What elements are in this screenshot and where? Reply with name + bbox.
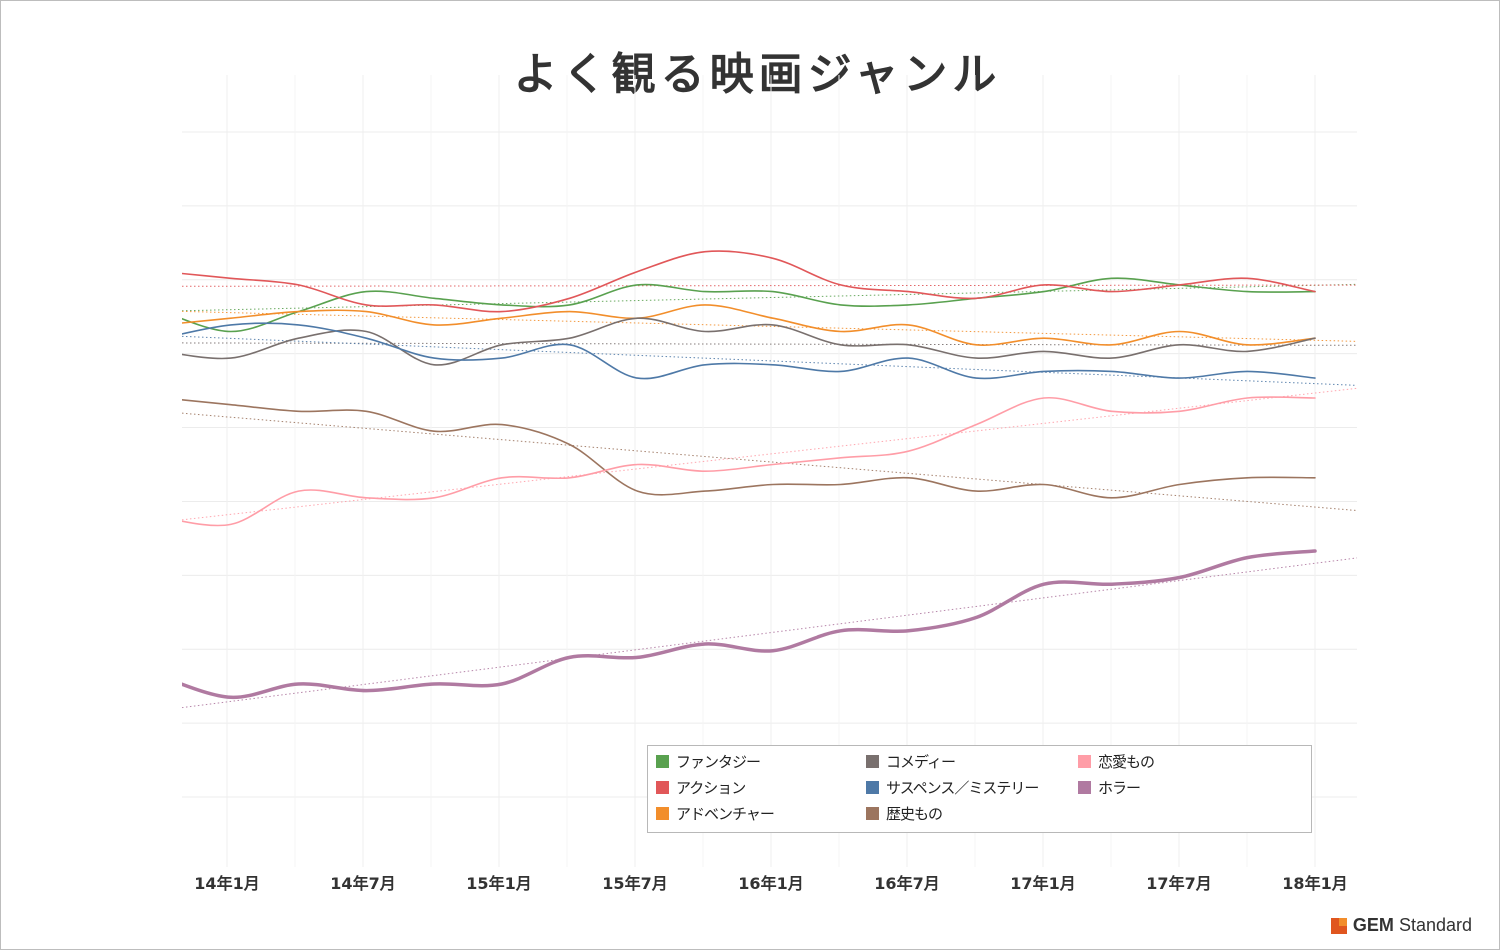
legend-label: ホラー [1098,779,1141,797]
x-tick-label: 16年1月 [738,874,803,893]
legend-label: アクション [676,779,746,797]
logo-strong-text: GEM [1352,915,1394,935]
x-tick-label: 17年7月 [1146,874,1211,893]
legend-item-7[interactable]: ホラー [1078,777,1141,798]
x-tick-label: 16年7月 [874,874,939,893]
legend-label: 恋愛もの [1098,753,1155,771]
legend-swatch-icon [1078,755,1091,768]
legend-item-1[interactable]: アクション [656,777,746,798]
series-line-6[interactable] [163,396,1316,527]
series-line-4[interactable] [163,322,1316,380]
legend-label: アドベンチャー [676,805,775,823]
legend-swatch-icon [1078,781,1091,794]
series-line-2[interactable] [163,304,1316,346]
legend-label: コメディー [886,753,956,771]
trendline-0 [181,283,1358,312]
legend-swatch-icon [656,755,669,768]
legend-item-6[interactable]: 恋愛もの [1078,751,1155,772]
x-tick-label: 14年1月 [194,874,259,893]
series-lines [163,250,1317,700]
gridlines [182,75,1357,867]
logo-mark-icon [1330,917,1347,934]
gem-standard-logo: GEM Standard [1330,915,1472,936]
x-tick-label: 17年1月 [1010,874,1075,893]
legend-swatch-icon [656,781,669,794]
x-tick-label: 15年7月 [602,874,667,893]
x-tick-label: 14年7月 [330,874,395,893]
series-line-5[interactable] [163,398,1316,499]
legend-swatch-icon [866,755,879,768]
legend-swatch-icon [656,807,669,820]
legend-item-5[interactable]: 歴史もの [866,803,943,824]
legend-swatch-icon [866,807,879,820]
series-line-3[interactable] [163,317,1316,366]
series-line-0[interactable] [163,277,1316,333]
x-axis-ticks: 14年1月 14年7月 15年1月 15年7月 16年1月 16年7月 17年1月 17年7月… [194,874,1347,893]
series-line-7[interactable] [163,549,1317,700]
legend[interactable]: ファンタジー アクションアドベンチャー コメディーサスペンス／ミステリー 歴史もの 恋愛… [647,745,1312,833]
trendline-6 [181,387,1358,521]
legend-label: サスペンス／ミステリー [886,779,1039,797]
logo-rest-text: Standard [1398,915,1472,935]
legend-item-3[interactable]: コメディー [866,751,956,772]
x-tick-label: 18年1月 [1282,874,1347,893]
x-tick-label: 15年1月 [466,874,531,893]
legend-swatch-icon [866,781,879,794]
legend-label: 歴史もの [886,805,943,823]
chart-title: よく観る映画ジャンル [513,49,1002,100]
series-line-1[interactable] [163,250,1316,313]
legend-item-4[interactable]: サスペンス／ミステリー [866,777,1039,798]
trendline-7 [181,557,1358,709]
trendline-5 [181,412,1358,512]
legend-label: ファンタジー [676,753,761,771]
legend-item-0[interactable]: ファンタジー [656,751,761,772]
legend-item-2[interactable]: アドベンチャー [656,803,775,824]
trendlines [181,283,1358,709]
